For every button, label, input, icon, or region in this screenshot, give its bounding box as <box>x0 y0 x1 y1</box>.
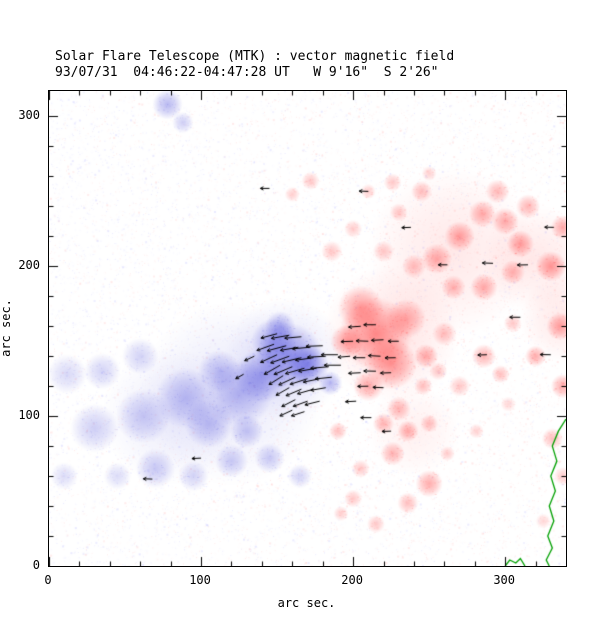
plot-subtitle-datetime: 93/07/31 04:46:22-04:47:28 UT W 9'16" S … <box>55 65 439 80</box>
x-tick-label: 0 <box>44 573 52 587</box>
plot-title: Solar Flare Telescope (MTK) : vector mag… <box>55 49 455 64</box>
y-tick-label: 200 <box>18 258 40 273</box>
magnetogram-canvas <box>49 91 566 566</box>
x-axis-label: arc sec. <box>277 596 336 610</box>
y-axis-label: arc sec. <box>0 299 13 357</box>
y-tick-label: 0 <box>32 558 40 572</box>
plot-area <box>48 90 567 567</box>
x-tick-label: 300 <box>493 573 516 587</box>
y-tick-label: 300 <box>18 108 40 123</box>
y-tick-label: 100 <box>18 408 40 423</box>
x-tick-label: 100 <box>189 573 211 587</box>
x-tick-label: 200 <box>341 573 363 587</box>
